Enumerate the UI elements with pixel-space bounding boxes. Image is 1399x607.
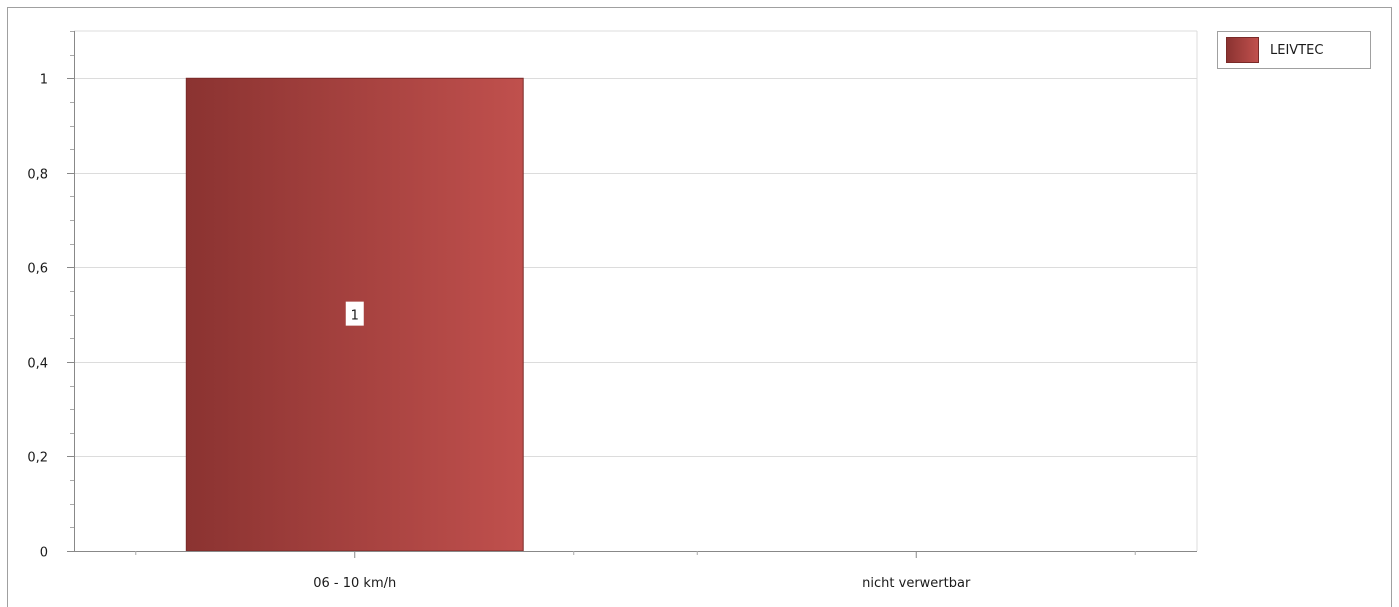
x-tick-label: 06 - 10 km/h xyxy=(313,576,396,591)
y-tick-label: 0,2 xyxy=(27,451,48,466)
data-label-box xyxy=(345,301,364,326)
labels: 0 0,2 0,4 0,6 0,8 1 06 - 10 km/h 1 nicht verwert… xyxy=(27,73,971,592)
data-label: 1 xyxy=(351,309,359,324)
y-tick-label: 1 xyxy=(40,73,48,88)
axes xyxy=(67,31,1197,558)
legend-swatch xyxy=(1226,37,1259,63)
legend-label: LEIVTEC xyxy=(1270,42,1324,58)
chart-frame xyxy=(7,7,1392,607)
x-tick-label: nicht verwertbar xyxy=(862,576,971,591)
y-tick-label: 0,4 xyxy=(27,357,48,372)
legend: LEIVTEC xyxy=(1217,31,1371,69)
y-tick-label: 0,6 xyxy=(27,262,48,277)
y-tick-label: 0 xyxy=(40,546,48,561)
y-tick-label: 0,8 xyxy=(27,168,48,183)
